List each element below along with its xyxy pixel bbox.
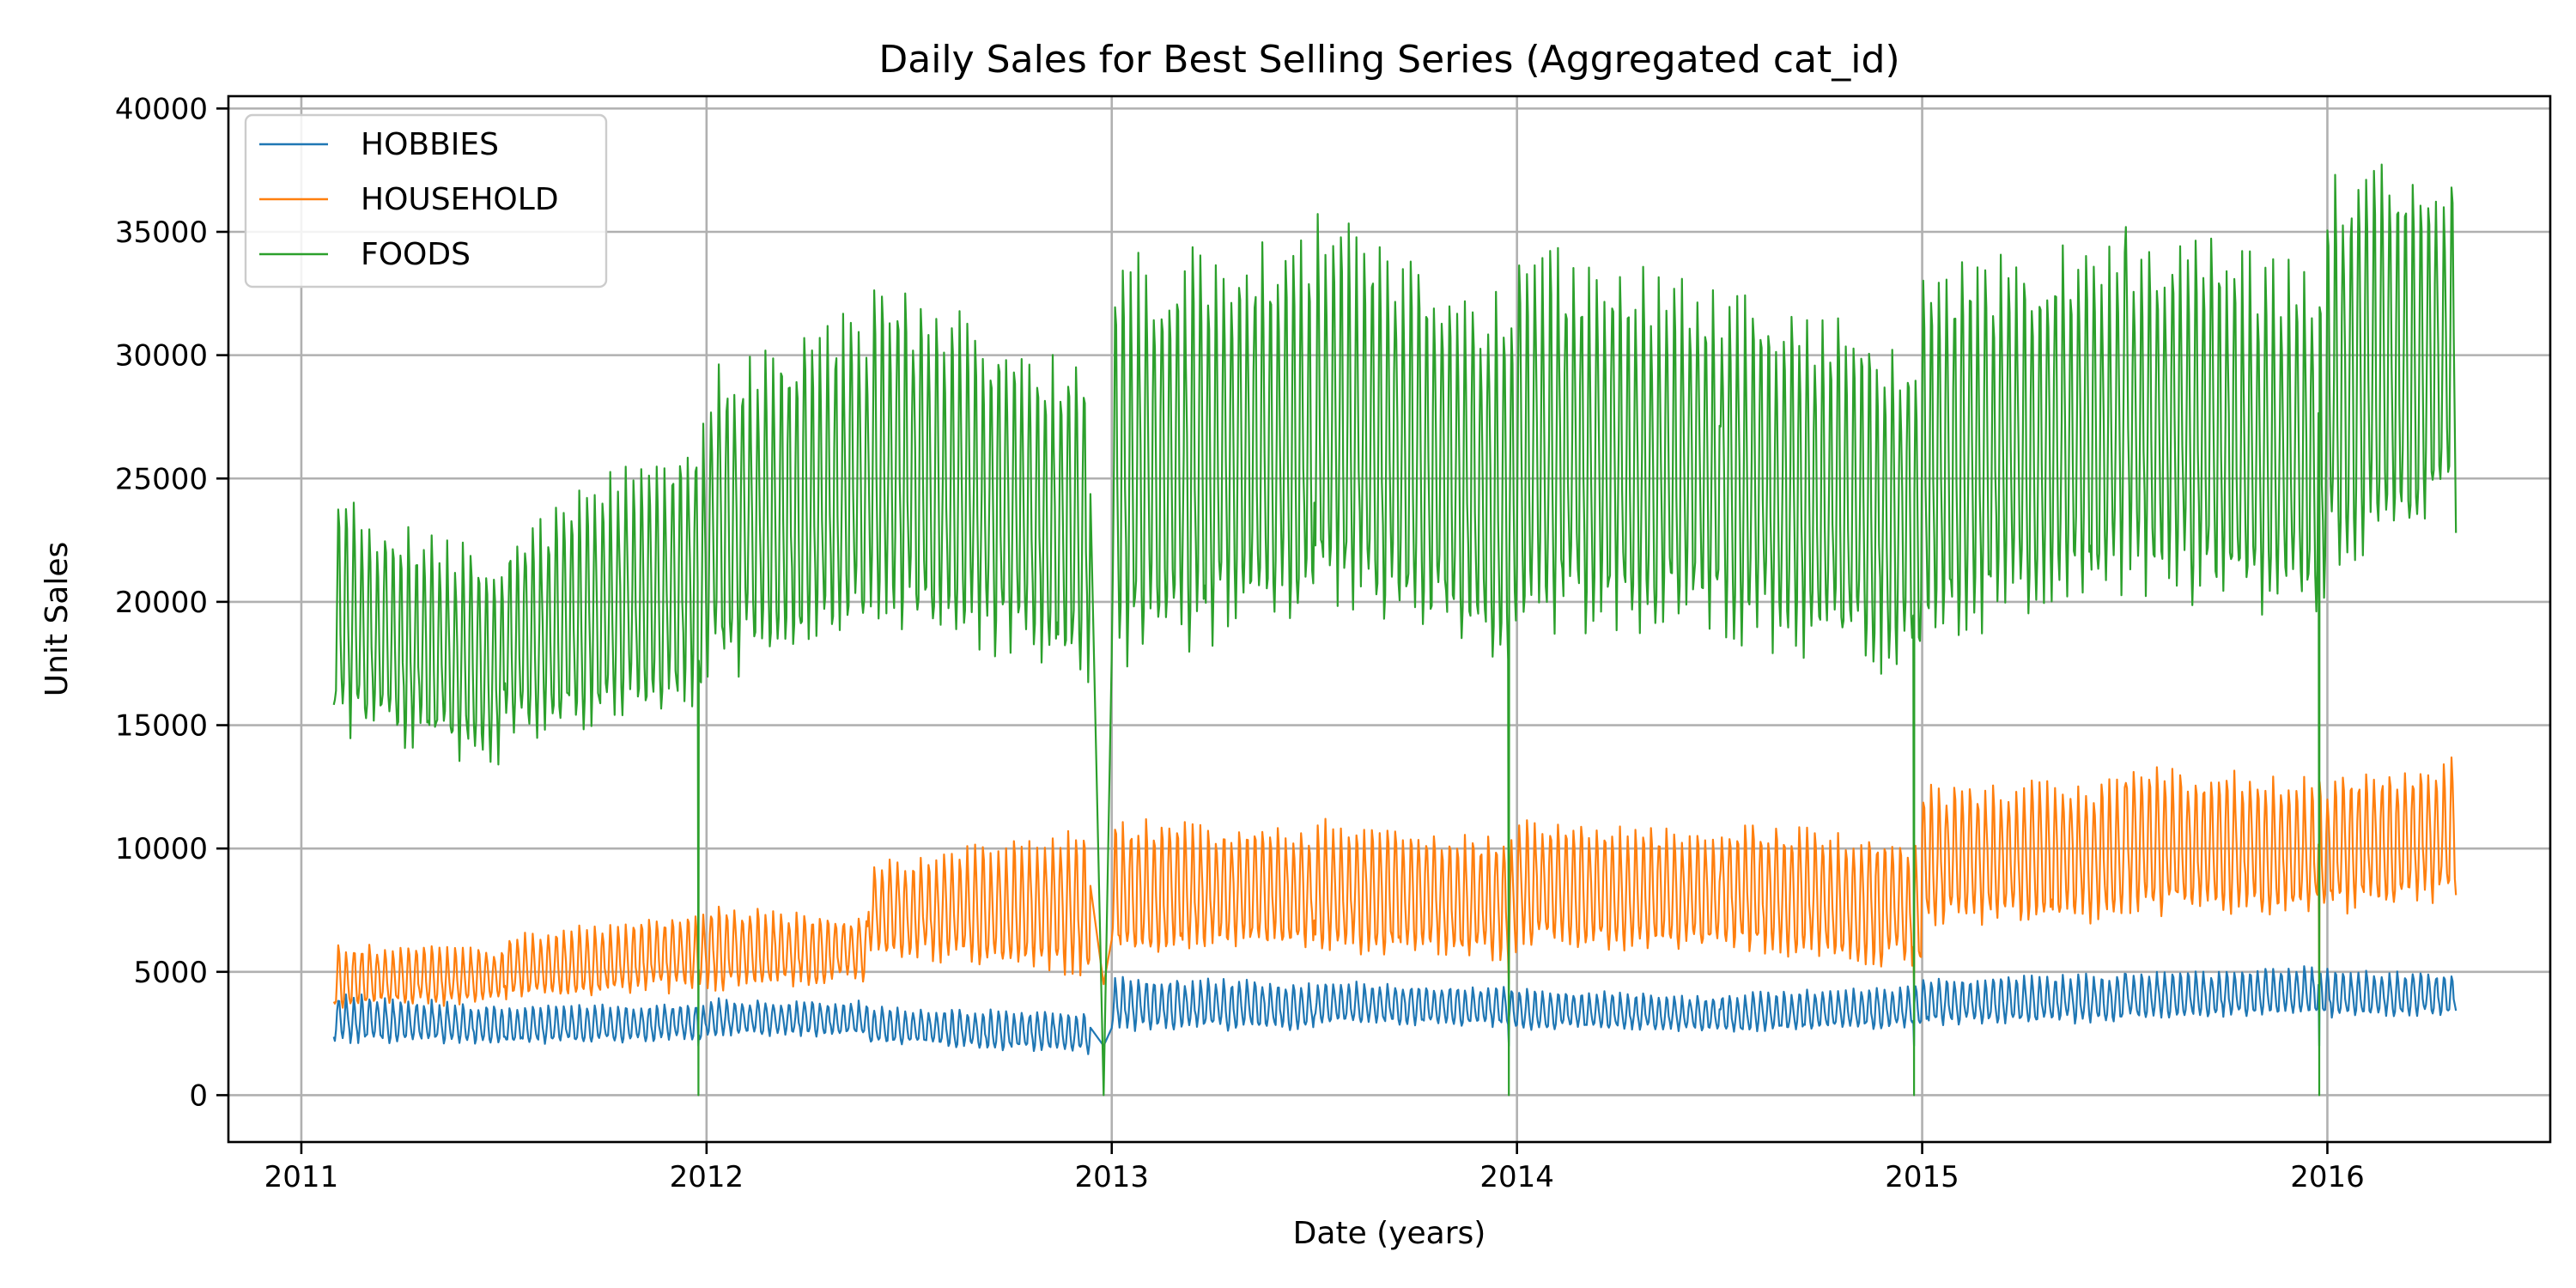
y-axis-label: Unit Sales: [39, 542, 75, 697]
y-tick-label: 30000: [115, 339, 208, 374]
series-line-hobbies: [332, 965, 2458, 1055]
y-tick-label: 20000: [115, 586, 208, 620]
x-tick-label: 2012: [670, 1160, 744, 1194]
y-tick-label: 10000: [115, 832, 208, 866]
y-tick-label: 40000: [115, 92, 208, 126]
y-tick-label: 35000: [115, 216, 208, 250]
legend: HOBBIES HOUSEHOLD FOODS: [244, 113, 608, 289]
series-line-household: [332, 756, 2458, 1009]
x-tick-label: 2014: [1479, 1160, 1554, 1194]
x-tick-label: 2013: [1074, 1160, 1149, 1194]
legend-box: [244, 113, 608, 289]
x-tick-label: 2011: [264, 1160, 339, 1194]
axis-ticks: 2011 2012 2013 2014 2015 2016 0 5000 10000 15000 2…: [115, 92, 2365, 1194]
chart-title: Daily Sales for Best Selling Series (Agg…: [878, 38, 1899, 82]
legend-label-hobbies: HOBBIES: [361, 127, 499, 162]
y-tick-label: 15000: [115, 709, 208, 744]
x-tick-label: 2015: [1885, 1160, 1959, 1194]
legend-label-foods: FOODS: [361, 237, 471, 272]
series-lines: [332, 163, 2458, 1097]
y-tick-label: 5000: [133, 956, 208, 990]
x-axis-label: Date (years): [1293, 1216, 1486, 1251]
legend-label-household: HOUSEHOLD: [361, 182, 559, 217]
x-tick-label: 2016: [2290, 1160, 2365, 1194]
y-tick-label: 25000: [115, 462, 208, 496]
legend-entries: HOBBIES HOUSEHOLD FOODS: [259, 127, 559, 272]
plot-frame: [227, 94, 2552, 1144]
series-line-foods: [332, 163, 2458, 1097]
y-tick-label: 0: [189, 1078, 208, 1113]
